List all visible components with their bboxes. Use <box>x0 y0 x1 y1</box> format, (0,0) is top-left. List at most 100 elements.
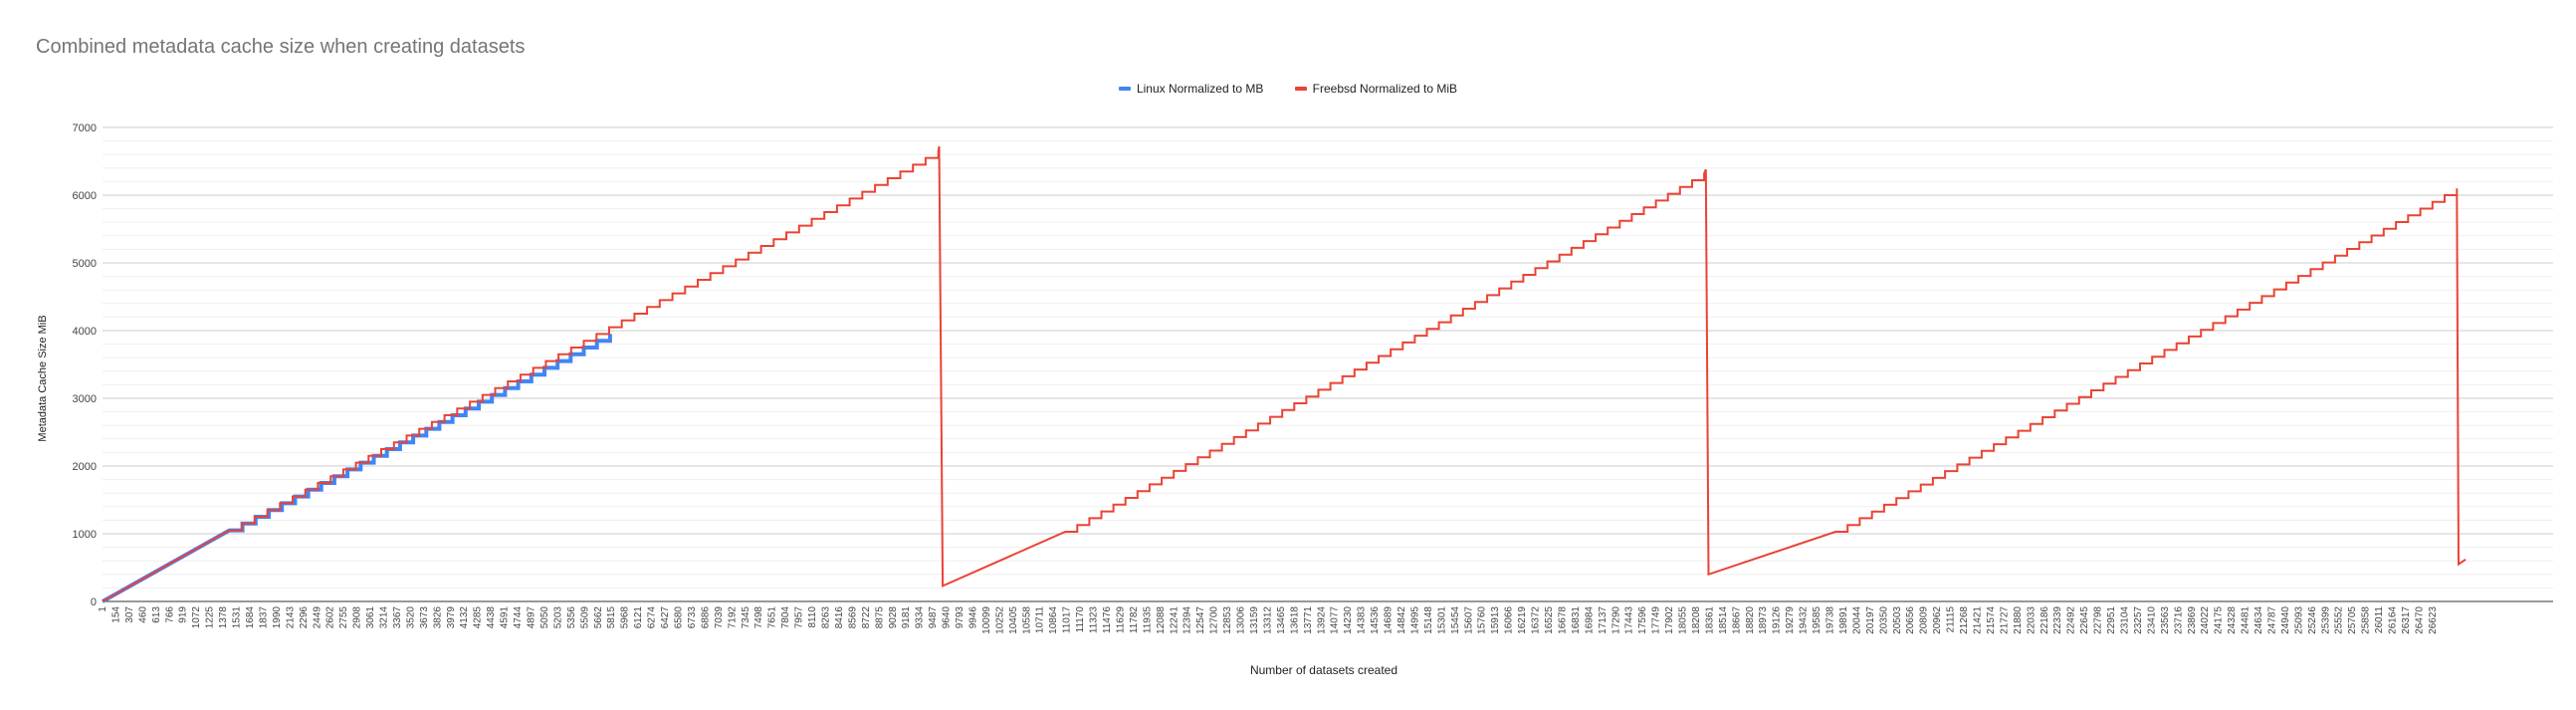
x-tick-label: 3979 <box>446 606 457 629</box>
x-tick-label: 2143 <box>285 606 296 629</box>
x-tick-label: 4438 <box>486 606 497 629</box>
x-tick-label: 16984 <box>1584 606 1595 634</box>
x-tick-label: 12394 <box>1182 606 1193 634</box>
x-tick-label: 11935 <box>1142 606 1153 634</box>
x-tick-label: 10405 <box>1008 606 1019 634</box>
series-lines <box>102 145 2467 603</box>
x-tick-label: 26164 <box>2388 606 2399 634</box>
x-tick-label: 21574 <box>1986 606 1997 634</box>
x-tick-label: 6121 <box>633 606 644 629</box>
x-tick-label: 18514 <box>1718 606 1729 634</box>
x-axis-label: Number of datasets created <box>1250 663 1397 677</box>
x-tick-label: 19126 <box>1772 606 1783 634</box>
x-axis-tick-labels: 1 154 307 460 613 766 919 1072 1225 1378 1531 1684 1… <box>98 606 2439 634</box>
x-tick-label: 15607 <box>1463 606 1474 634</box>
x-tick-label: 2296 <box>299 606 310 629</box>
x-tick-label: 8416 <box>834 606 845 629</box>
x-tick-label: 14077 <box>1330 606 1341 634</box>
x-tick-label: 613 <box>151 606 162 623</box>
x-tick-label: 13924 <box>1316 606 1327 634</box>
x-tick-label: 20350 <box>1878 606 1889 634</box>
y-tick-label: 4000 <box>73 326 97 338</box>
x-tick-label: 10252 <box>994 606 1005 634</box>
legend-label-linux: Linux Normalized to MB <box>1136 82 1264 96</box>
x-tick-label: 12547 <box>1195 606 1206 634</box>
x-tick-label: 26317 <box>2401 606 2412 634</box>
x-tick-label: 5050 <box>539 606 550 629</box>
y-tick-label: 3000 <box>73 393 97 405</box>
x-tick-label: 16066 <box>1504 606 1515 634</box>
x-tick-label: 5509 <box>579 606 590 629</box>
x-tick-label: 24022 <box>2200 606 2211 634</box>
x-tick-label: 21880 <box>2013 606 2024 634</box>
y-tick-label: 6000 <box>73 190 97 202</box>
x-tick-label: 15913 <box>1490 606 1501 634</box>
x-tick-label: 8263 <box>820 606 831 629</box>
x-tick-label: 8569 <box>847 606 858 629</box>
x-tick-label: 7498 <box>753 606 764 629</box>
x-tick-label: 6886 <box>700 606 711 629</box>
y-tick-label: 1000 <box>73 529 97 541</box>
x-tick-label: 460 <box>137 606 148 623</box>
x-tick-label: 11170 <box>1075 606 1086 633</box>
x-tick-label: 24328 <box>2227 606 2238 634</box>
x-tick-label: 5815 <box>606 606 617 629</box>
x-tick-label: 1072 <box>191 606 202 629</box>
x-tick-label: 25093 <box>2293 606 2304 634</box>
x-tick-label: 3673 <box>419 606 430 629</box>
x-tick-label: 6427 <box>660 606 671 629</box>
x-tick-label: 4591 <box>500 606 511 629</box>
x-tick-label: 22492 <box>2066 606 2077 634</box>
x-tick-label: 11782 <box>1129 606 1140 634</box>
x-tick-label: 7039 <box>714 606 725 629</box>
x-tick-label: 24634 <box>2254 606 2264 634</box>
y-axis-label: Metadata Cache Size MiB <box>37 315 49 441</box>
x-tick-label: 18820 <box>1745 606 1756 634</box>
x-tick-label: 4744 <box>513 606 524 629</box>
x-tick-label: 307 <box>124 606 135 623</box>
y-tick-label: 2000 <box>73 461 97 473</box>
x-tick-label: 6733 <box>687 606 698 629</box>
x-tick-label: 4132 <box>459 606 470 629</box>
x-tick-label: 15454 <box>1450 606 1461 634</box>
y-tick-label: 7000 <box>73 122 97 134</box>
legend-label-freebsd: Freebsd Normalized to MiB <box>1312 82 1458 96</box>
x-tick-label: 19891 <box>1838 606 1849 634</box>
x-tick-label: 5203 <box>552 606 563 629</box>
legend-item-linux[interactable]: Linux Normalized to MB <box>1118 82 1264 96</box>
x-tick-label: 10558 <box>1021 606 1032 634</box>
x-tick-label: 8875 <box>874 606 885 629</box>
x-tick-label: 5356 <box>566 606 577 629</box>
x-tick-label: 1684 <box>245 606 256 629</box>
x-tick-label: 24481 <box>2241 606 2252 634</box>
x-tick-label: 14995 <box>1409 606 1420 634</box>
x-tick-label: 23410 <box>2146 606 2157 634</box>
x-tick-label: 1990 <box>272 606 283 629</box>
legend-item-freebsd[interactable]: Freebsd Normalized to MiB <box>1294 82 1458 96</box>
x-tick-label: 10864 <box>1048 606 1059 634</box>
x-tick-label: 26011 <box>2374 606 2385 634</box>
x-tick-label: 22645 <box>2079 606 2090 634</box>
x-tick-label: 25552 <box>2334 606 2345 634</box>
x-tick-label: 12700 <box>1209 606 1220 634</box>
x-tick-label: 13465 <box>1276 606 1287 634</box>
x-tick-label: 9028 <box>888 606 899 629</box>
x-tick-label: 11017 <box>1062 606 1073 634</box>
x-tick-label: 6274 <box>647 606 658 629</box>
x-tick-label: 16678 <box>1557 606 1568 634</box>
x-tick-label: 1 <box>98 606 108 612</box>
x-tick-label: 17902 <box>1664 606 1675 634</box>
x-tick-label: 13771 <box>1303 606 1314 634</box>
x-tick-label: 18667 <box>1731 606 1742 634</box>
x-tick-label: 4285 <box>473 606 484 629</box>
x-tick-label: 14383 <box>1357 606 1368 634</box>
x-tick-label: 919 <box>178 606 189 623</box>
x-tick-label: 3061 <box>365 606 376 629</box>
x-tick-label: 16831 <box>1571 606 1582 634</box>
x-tick-label: 13618 <box>1289 606 1300 634</box>
x-tick-label: 2755 <box>338 606 349 629</box>
x-tick-label: 11629 <box>1115 606 1126 634</box>
x-tick-label: 3826 <box>432 606 443 629</box>
x-tick-label: 24175 <box>2214 606 2225 634</box>
